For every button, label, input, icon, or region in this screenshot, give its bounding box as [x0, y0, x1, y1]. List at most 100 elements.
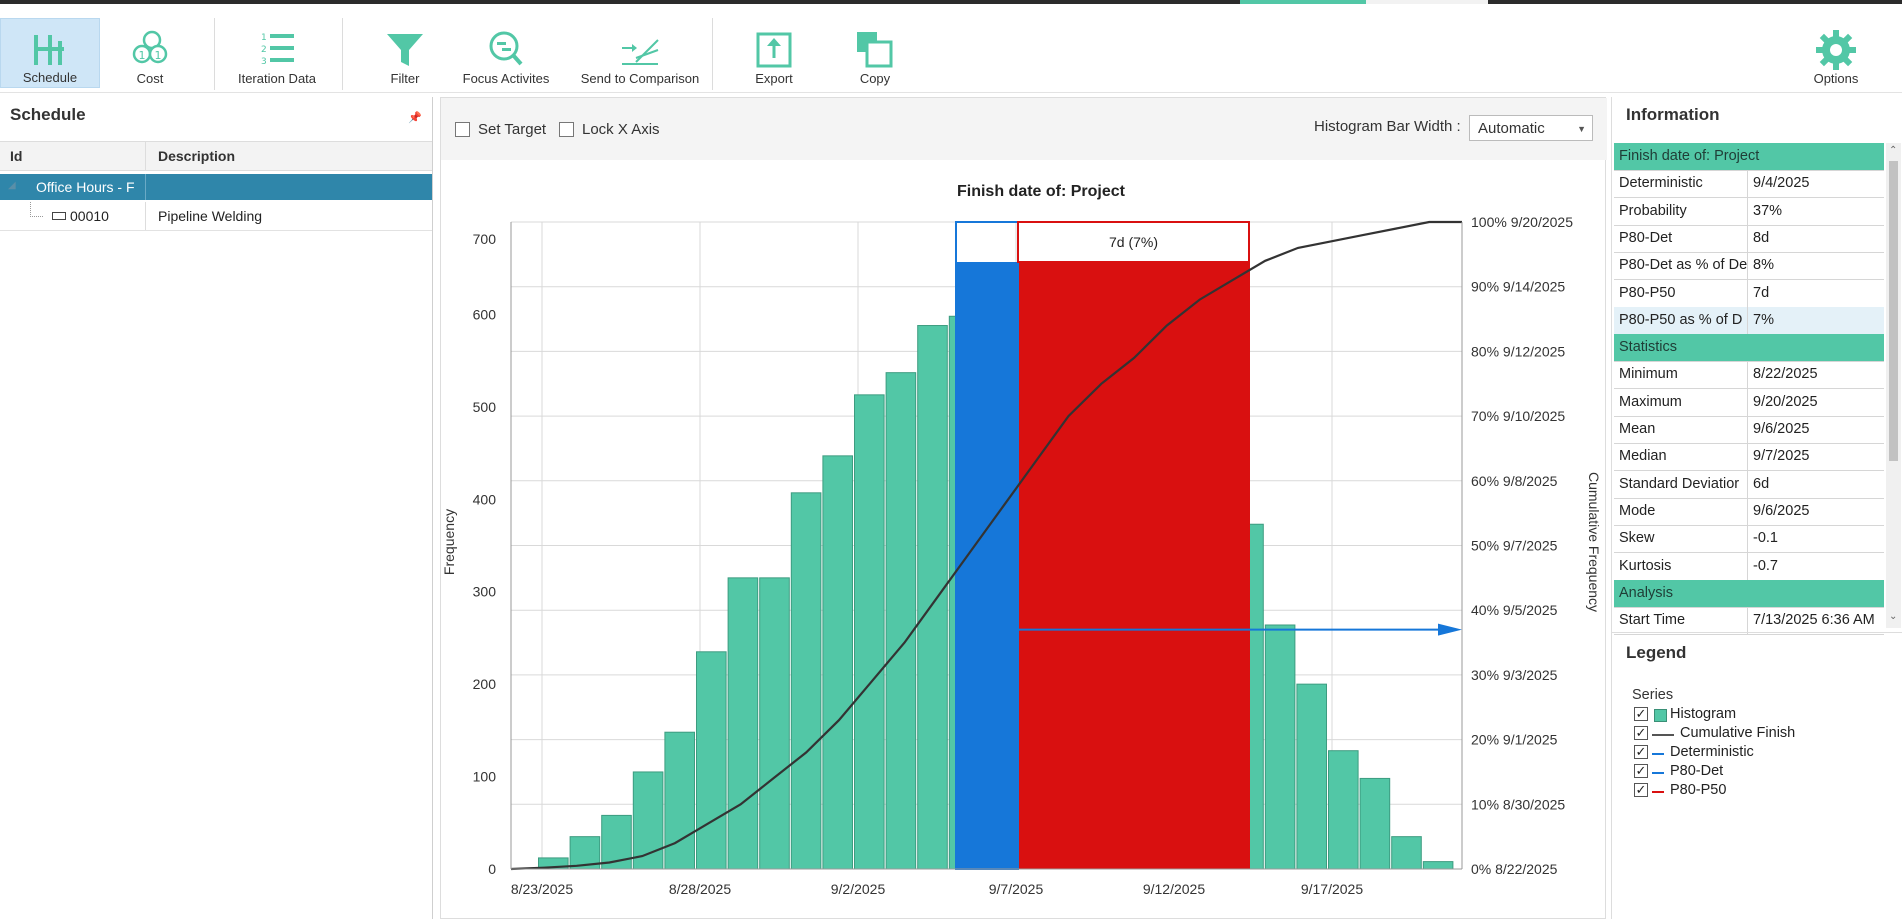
send-to-comparison-button[interactable]: Send to Comparison [576, 18, 704, 88]
y-tick-label: 300 [473, 584, 497, 600]
histogram-chart: Finish date of: Project Frequency Cumula… [441, 183, 1602, 897]
info-row[interactable]: Maximum 9/20/2025 [1614, 388, 1884, 417]
y2-tick-label: 70% 9/10/2025 [1471, 408, 1565, 424]
x-tick-label: 8/23/2025 [511, 881, 573, 897]
info-key: Deterministic [1619, 175, 1703, 192]
copy-button[interactable]: Copy [834, 18, 916, 88]
send-to-comparison-icon [622, 39, 659, 65]
info-row[interactable]: Minimum 8/22/2025 [1614, 361, 1884, 390]
chart-toolbar: Set Target Lock X Axis Histogram Bar Wid… [441, 98, 1607, 160]
iteration-data-button[interactable]: 1 2 3 Iteration Data [218, 18, 336, 88]
histogram-bar-width-label: Histogram Bar Width : [1314, 118, 1461, 135]
y2-tick-label: 0% 8/22/2025 [1471, 861, 1558, 877]
x-tick-label: 9/17/2025 [1301, 881, 1363, 897]
export-icon [756, 32, 792, 68]
info-value: -0.1 [1753, 530, 1778, 547]
y2-tick-label: 60% 9/8/2025 [1471, 473, 1558, 489]
row-description: Pipeline Welding [158, 208, 263, 224]
svg-text:1: 1 [261, 33, 267, 43]
set-target-checkbox[interactable] [455, 122, 470, 137]
scroll-up-icon[interactable]: ⌃ [1889, 145, 1898, 156]
pin-icon[interactable]: 📌 [408, 112, 422, 124]
export-button[interactable]: Export [734, 18, 814, 88]
options-label: Options [1813, 71, 1859, 86]
histogram-bar [727, 577, 759, 870]
schedule-button[interactable]: Schedule [0, 18, 100, 88]
info-row[interactable]: Deterministic 9/4/2025 [1614, 170, 1884, 199]
y-tick-label: 700 [473, 231, 497, 247]
info-key: Finish date of: Project [1619, 148, 1760, 164]
histogram-bar [917, 325, 948, 870]
info-value: 7% [1753, 311, 1774, 328]
filter-button[interactable]: Filter [364, 18, 446, 88]
info-row[interactable]: Kurtosis -0.7 [1614, 552, 1884, 581]
legend-checkbox[interactable]: ✓ [1634, 706, 1648, 721]
info-key: Skew [1619, 530, 1655, 547]
x-tick-label: 9/7/2025 [989, 881, 1044, 897]
legend-panel-title: Legend [1626, 643, 1687, 662]
histogram-bar [854, 394, 885, 870]
table-row[interactable]: ◢ Office Hours - F [0, 174, 432, 200]
scrollbar-thumb[interactable] [1889, 161, 1898, 461]
histogram-bar [664, 731, 695, 870]
y2-tick-label: 100% 9/20/2025 [1471, 214, 1573, 230]
copy-label: Copy [859, 71, 891, 86]
histogram-bar [1264, 624, 1296, 870]
chart-title: Finish date of: Project [957, 183, 1126, 200]
info-key: Median [1619, 448, 1667, 465]
table-row[interactable]: 00010 Pipeline Welding [0, 202, 432, 230]
info-row[interactable]: P80-P50 as % of D 7% [1614, 306, 1884, 335]
row-id: 00010 [70, 208, 109, 224]
info-key: Mean [1619, 421, 1656, 437]
column-header-id[interactable]: Id [10, 148, 23, 164]
y-tick-label: 600 [473, 306, 497, 322]
focus-activities-icon [489, 31, 523, 66]
legend-checkbox[interactable]: ✓ [1634, 744, 1648, 759]
histogram-bar-width-select[interactable]: Automatic ▼ [1469, 115, 1593, 141]
y2-axis-label: Cumulative Frequency [1586, 472, 1602, 612]
collapse-icon[interactable]: ◢ [8, 180, 16, 191]
legend-checkbox[interactable]: ✓ [1634, 782, 1648, 797]
lock-x-axis-checkbox[interactable] [559, 122, 574, 137]
cost-button[interactable]: 1 1 Cost [100, 18, 200, 88]
info-row[interactable]: Probability 37% [1614, 197, 1884, 226]
info-row[interactable]: Mean 9/6/2025 [1614, 416, 1884, 444]
x-tick-label: 8/28/2025 [669, 881, 731, 897]
column-header-description[interactable]: Description [158, 148, 236, 164]
legend-swatch-line [1652, 753, 1664, 755]
legend-checkbox[interactable]: ✓ [1634, 725, 1648, 740]
info-row[interactable]: P80-Det as % of De 8% [1614, 252, 1884, 281]
cost-label: Cost [136, 71, 164, 86]
histogram-bar [1422, 861, 1454, 870]
info-row[interactable]: P80-Det 8d [1614, 224, 1884, 253]
legend-swatch-line [1652, 734, 1674, 736]
svg-text:3: 3 [261, 57, 267, 67]
iteration-data-label: Iteration Data [237, 71, 317, 86]
histogram-bar [790, 492, 822, 870]
info-row[interactable]: P80-P50 7d [1614, 279, 1884, 308]
info-row[interactable]: Median 9/7/2025 [1614, 443, 1884, 472]
info-value: 7/13/2025 6:36 AM [1753, 612, 1875, 629]
focus-activities-button[interactable]: Focus Activites [456, 18, 556, 88]
histogram-bar [1391, 836, 1422, 870]
info-value: 8% [1753, 257, 1774, 274]
p80-p50-band [1018, 262, 1249, 869]
copy-icon [857, 32, 893, 68]
histogram-bar [696, 651, 727, 870]
info-value: 6d [1753, 475, 1770, 492]
information-scrollbar[interactable]: ⌃ ⌄ [1886, 143, 1901, 628]
info-key: Probability [1619, 202, 1687, 219]
info-row[interactable]: Start Time 7/13/2025 6:36 AM [1614, 607, 1884, 636]
histogram-bar [885, 372, 917, 870]
scroll-down-icon[interactable]: ⌄ [1889, 611, 1898, 622]
legend-checkbox[interactable]: ✓ [1634, 763, 1648, 778]
options-button[interactable]: Options [1792, 18, 1880, 88]
y-tick-label: 400 [473, 491, 497, 507]
info-row[interactable]: Skew -0.1 [1614, 525, 1884, 554]
info-value: 37% [1753, 202, 1783, 219]
info-row[interactable]: Mode 9/6/2025 [1614, 497, 1884, 526]
info-row[interactable]: Standard Deviatior 6d [1614, 470, 1884, 499]
svg-text:1: 1 [155, 49, 162, 62]
svg-text:2: 2 [261, 45, 267, 55]
legend-swatch-line [1652, 791, 1664, 793]
